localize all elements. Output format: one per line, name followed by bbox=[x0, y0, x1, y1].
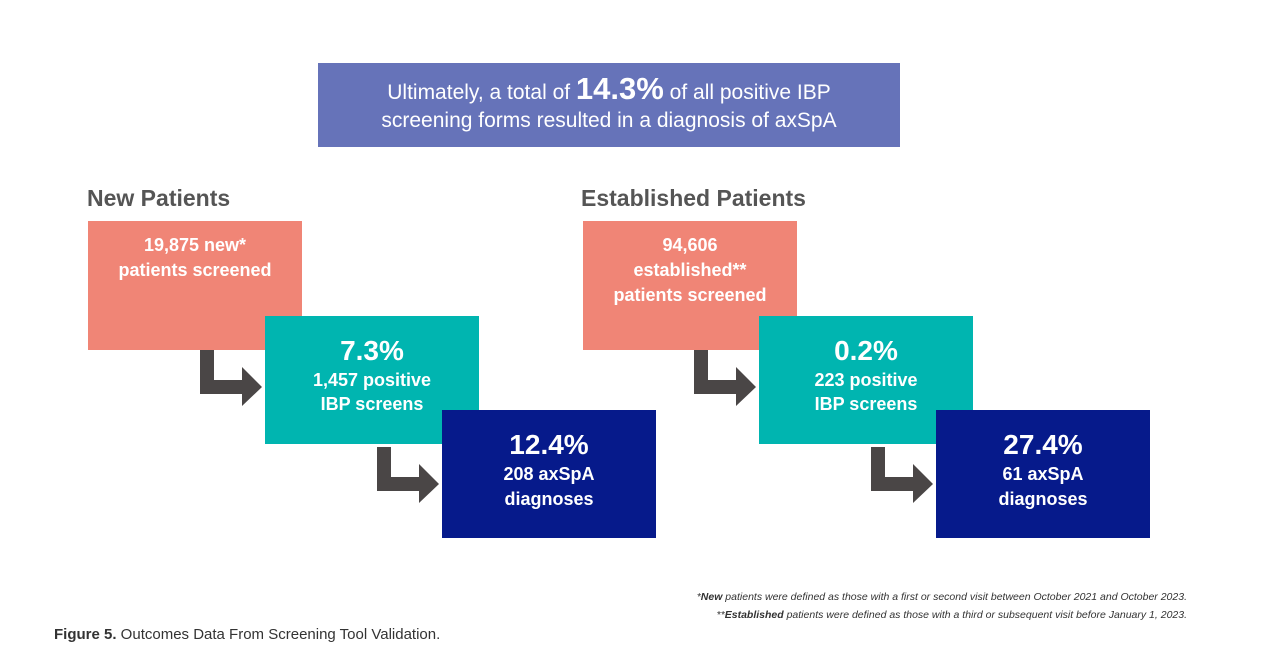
est-diag-pct: 27.4% bbox=[1003, 429, 1083, 460]
arrow-icon bbox=[200, 350, 262, 406]
footnotes: *New patients were defined as those with… bbox=[697, 588, 1187, 624]
footnote-est-text: patients were defined as those with a th… bbox=[783, 609, 1187, 621]
est-screened-box: 94,606 established** patients screened bbox=[583, 221, 797, 350]
banner-post: of all positive IBP bbox=[663, 81, 831, 104]
new-positive-pct: 7.3% bbox=[340, 335, 404, 366]
est-screened-line3: patients screened bbox=[613, 285, 767, 305]
new-positive-line2: IBP screens bbox=[320, 394, 424, 414]
footnote-new-text: patients were defined as those with a fi… bbox=[722, 591, 1187, 603]
footnote-est-prefix: ** bbox=[716, 609, 725, 621]
new-screened-line1: 19,875 new* bbox=[143, 235, 247, 255]
arrow-icon bbox=[871, 447, 933, 503]
established-patients-title: Established Patients bbox=[581, 185, 806, 211]
est-positive-pct: 0.2% bbox=[834, 335, 898, 366]
summary-banner: Ultimately, a total of 14.3% of all posi… bbox=[318, 63, 900, 147]
footnote-new-bold: New bbox=[700, 591, 723, 603]
banner-highlight: 14.3% bbox=[575, 71, 664, 106]
footnote-established: **Established patients were defined as t… bbox=[697, 606, 1187, 624]
new-diag-pct: 12.4% bbox=[509, 429, 589, 460]
new-positive-line1: 1,457 positive bbox=[312, 370, 432, 390]
new-patients-title: New Patients bbox=[87, 185, 231, 211]
arrow-icon bbox=[694, 350, 756, 406]
banner-line-1: Ultimately, a total of 14.3% of all posi… bbox=[387, 73, 831, 107]
est-positive-line2: IBP screens bbox=[814, 394, 918, 414]
arrow-icon bbox=[377, 447, 439, 503]
est-screened-line1: 94,606 bbox=[662, 235, 718, 255]
banner-pre: Ultimately, a total of bbox=[387, 81, 576, 104]
caption-text: Outcomes Data From Screening Tool Valida… bbox=[116, 626, 441, 643]
new-screened-line2: patients screened bbox=[118, 260, 272, 280]
figure-caption: Figure 5. Outcomes Data From Screening T… bbox=[54, 626, 440, 643]
footnote-new: *New patients were defined as those with… bbox=[697, 588, 1187, 606]
new-diag-line1: 208 axSpA bbox=[503, 464, 595, 484]
new-diag-line2: diagnoses bbox=[504, 489, 594, 509]
caption-label: Figure 5. bbox=[54, 626, 117, 643]
est-screened-line2: established** bbox=[633, 260, 747, 280]
footnote-est-bold: Established bbox=[724, 609, 784, 621]
est-positive-line1: 223 positive bbox=[814, 370, 918, 390]
est-diagnoses-box: 27.4% 61 axSpA diagnoses bbox=[936, 410, 1150, 538]
new-diagnoses-box: 12.4% 208 axSpA diagnoses bbox=[442, 410, 656, 538]
est-diag-line2: diagnoses bbox=[998, 489, 1088, 509]
footnote-new-prefix: * bbox=[696, 591, 701, 603]
new-screened-box: 19,875 new* patients screened bbox=[88, 221, 302, 350]
banner-line-2: screening forms resulted in a diagnosis … bbox=[381, 109, 837, 132]
est-diag-line1: 61 axSpA bbox=[1002, 464, 1084, 484]
